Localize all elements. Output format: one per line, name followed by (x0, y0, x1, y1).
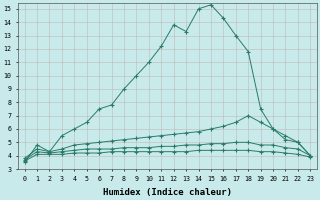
X-axis label: Humidex (Indice chaleur): Humidex (Indice chaleur) (103, 188, 232, 197)
